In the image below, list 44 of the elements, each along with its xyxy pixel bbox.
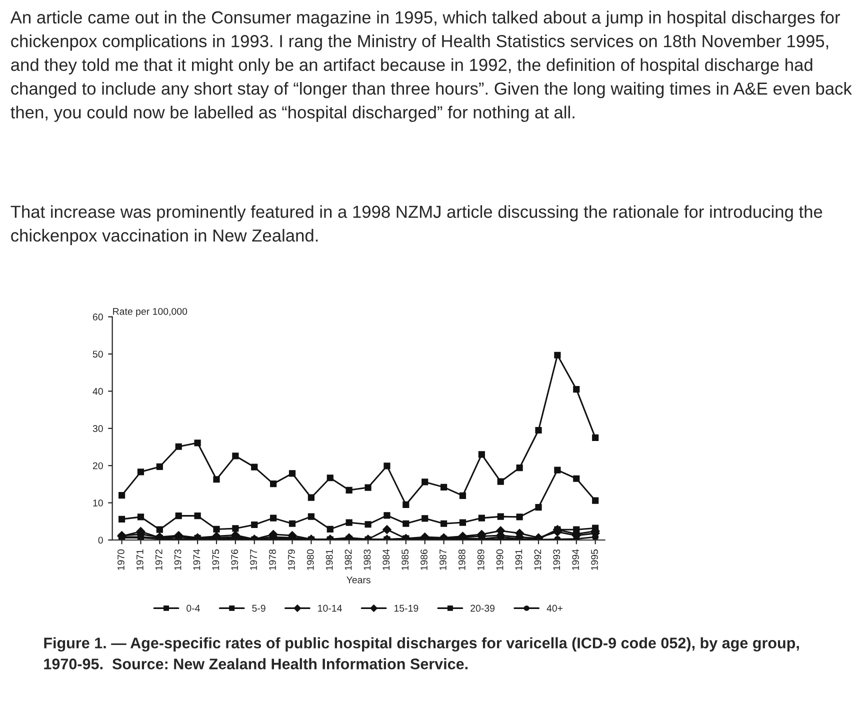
x-tick-label: 1971 [136, 550, 144, 570]
legend-label: 40+ [546, 604, 563, 612]
x-tick-label: 1986 [420, 549, 428, 570]
x-tick-label: 1984 [382, 549, 390, 570]
y-tick-label: 0 [98, 536, 103, 544]
legend-label: 0-4 [186, 604, 200, 612]
text: That increase was prominently featured in a 1998 NZMJ article discussing the rationale for introducing the chickenpox vaccination in New Zealand. [10, 205, 822, 246]
x-tick-label: 1973 [174, 549, 182, 570]
y-tick-label: 10 [93, 500, 103, 506]
x-tick-label: 1972 [155, 550, 162, 570]
y-tick-label: 40 [92, 388, 103, 395]
x-tick-label: 1975 [212, 549, 220, 570]
x-tick-label: 1983 [364, 549, 371, 570]
x-axis-title: Years [346, 576, 370, 584]
x-tick-label: 1976 [231, 549, 238, 570]
x-tick-label: 1981 [326, 550, 333, 570]
x-tick-label: 1987 [440, 550, 446, 570]
y-tick-label: 50 [92, 350, 103, 358]
text: An article came out in the Consumer magazine in 1995, which talked about a jump in hospital discharges for chickenpox complications in 1993. I rang the Ministry of Health Statistics services on 18th November 1995, and they told me that it might only be an artifact because in 1992, the definition of hospital discharge had changed to include any short stay of “longer than three hours”. Given the long waiting times in A&E even back then, you could now be labelled as “hospital discharged” for nothing at all. [10, 10, 852, 122]
legend-label: 15-19 [394, 604, 418, 612]
x-tick-label: 1994 [572, 549, 579, 570]
legend-label: 5-9 [252, 604, 266, 612]
x-tick-label: 1980 [306, 549, 314, 570]
x-tick-label: 1978 [269, 549, 276, 570]
x-tick-label: 1992 [534, 550, 542, 570]
y-tick-label: 20 [92, 462, 103, 470]
x-tick-label: 1989 [477, 549, 484, 570]
y-tick-label: 60 [92, 314, 103, 320]
x-tick-label: 1990 [496, 549, 504, 570]
y-tick-label: 30 [92, 425, 103, 432]
x-tick-label: 1977 [250, 550, 257, 570]
x-tick-label: 1988 [458, 549, 466, 570]
legend-label: 10-14 [318, 604, 342, 612]
legend-label: 20-39 [470, 604, 495, 612]
x-tick-label: 1979 [288, 549, 295, 570]
x-tick-label: 1993 [553, 549, 560, 570]
y-axis-title: Rate per 100,000 [113, 308, 188, 317]
caption: Figure 1. — Age-specific rates of public hospital discharges for varicella (ICD-9 code 052), by age group, 1970-95. Source: New Zealand Health Information Service. [44, 637, 799, 670]
x-tick-label: 1995 [591, 549, 598, 570]
x-tick-label: 1985 [402, 549, 409, 570]
x-tick-label: 1991 [515, 550, 522, 570]
x-tick-label: 1982 [344, 550, 352, 570]
x-tick-label: 1974 [193, 549, 200, 570]
x-tick-label: 1970 [118, 549, 124, 570]
